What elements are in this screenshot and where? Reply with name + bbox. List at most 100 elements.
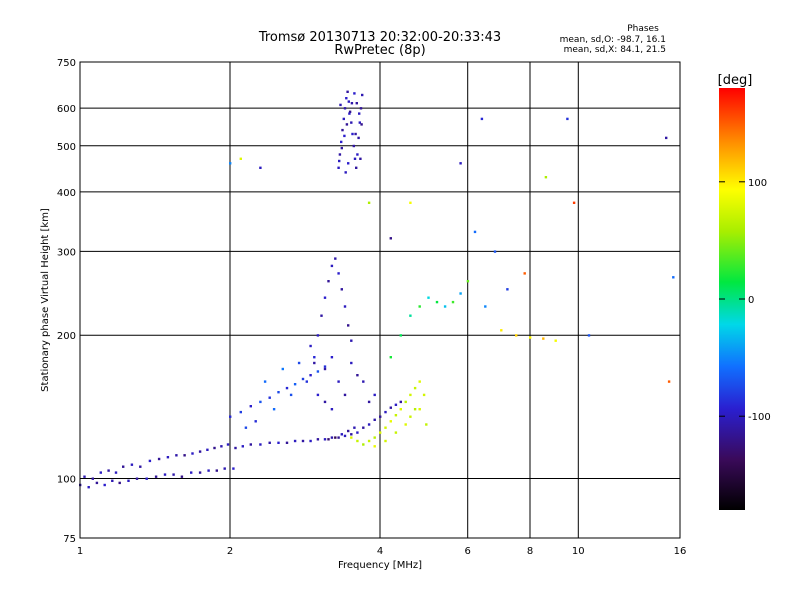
- data-point: [347, 324, 350, 327]
- data-point: [343, 434, 347, 438]
- data-point: [367, 439, 371, 443]
- data-point: [459, 162, 462, 165]
- data-point: [356, 153, 359, 156]
- data-point: [293, 439, 297, 443]
- data-point: [342, 117, 345, 121]
- data-point: [99, 471, 102, 474]
- data-point: [259, 443, 262, 446]
- data-point: [259, 400, 262, 404]
- data-point: [330, 264, 334, 268]
- data-point: [347, 100, 350, 103]
- data-point: [172, 473, 175, 476]
- plot-frame: [79, 61, 681, 539]
- data-point: [239, 157, 242, 160]
- data-point: [330, 408, 334, 411]
- data-point: [413, 408, 417, 411]
- data-point: [384, 439, 387, 443]
- data-point: [356, 431, 359, 434]
- data-point: [343, 393, 347, 397]
- data-point: [337, 436, 340, 439]
- x-tick-label: 6: [465, 546, 471, 557]
- data-point: [399, 334, 402, 337]
- data-point: [320, 314, 323, 317]
- data-point: [394, 403, 398, 406]
- data-point: [191, 452, 194, 455]
- data-point: [346, 90, 349, 93]
- data-point: [362, 443, 365, 446]
- data-point: [373, 445, 376, 448]
- data-point: [350, 433, 353, 436]
- data-point: [289, 393, 293, 397]
- data-point: [404, 423, 407, 426]
- colorbar-tick-label: 0: [748, 295, 754, 306]
- data-point: [418, 305, 421, 308]
- data-point: [409, 393, 412, 397]
- y-tick-label: 750: [57, 58, 76, 69]
- data-point: [345, 123, 349, 126]
- x-tick-label: 8: [527, 546, 533, 557]
- data-point: [323, 438, 327, 441]
- data-point: [309, 439, 312, 443]
- x-tick-label: 10: [572, 546, 585, 557]
- data-point: [183, 454, 186, 457]
- data-point: [316, 334, 320, 337]
- x-axis-label: Frequency [MHz]: [338, 560, 422, 571]
- data-point: [297, 361, 301, 365]
- data-point: [87, 486, 90, 489]
- data-point: [327, 280, 330, 283]
- data-point: [362, 426, 365, 429]
- data-point: [340, 288, 343, 291]
- data-points: [79, 90, 675, 489]
- data-point: [323, 365, 327, 368]
- data-point: [226, 443, 230, 446]
- data-point: [356, 374, 359, 377]
- data-point: [389, 356, 392, 359]
- data-point: [316, 393, 320, 397]
- data-point: [357, 136, 360, 140]
- data-point: [338, 159, 341, 163]
- data-point: [316, 370, 320, 373]
- data-point: [334, 257, 337, 260]
- data-point: [327, 438, 330, 441]
- data-point: [229, 415, 232, 418]
- data-point: [190, 471, 193, 474]
- data-point: [285, 386, 289, 390]
- data-point: [348, 110, 352, 113]
- data-point: [367, 201, 371, 204]
- data-point: [339, 103, 342, 107]
- data-point: [379, 431, 382, 434]
- data-point: [207, 469, 210, 472]
- data-point: [367, 400, 371, 404]
- data-point: [107, 469, 110, 472]
- data-point: [399, 400, 402, 404]
- data-point: [111, 479, 114, 482]
- colorbar-ticks: 100 0 -100: [719, 178, 771, 423]
- data-point: [347, 429, 350, 433]
- axis-ticks: 1 2 4 6 8 10 16 75 100 200 300 400 500 600 750: [57, 58, 686, 557]
- data-point: [352, 144, 355, 148]
- x-tick-label: 4: [377, 546, 383, 557]
- data-point: [268, 396, 271, 399]
- data-point: [198, 471, 202, 474]
- data-point: [356, 439, 359, 443]
- data-point: [272, 408, 276, 411]
- data-point: [334, 436, 337, 439]
- data-point: [353, 426, 356, 429]
- data-point: [323, 400, 327, 404]
- data-point: [309, 344, 312, 348]
- data-point: [148, 459, 152, 463]
- data-point: [353, 92, 356, 95]
- x-tick-label: 2: [227, 546, 233, 557]
- data-point: [362, 380, 365, 383]
- data-point: [343, 107, 347, 110]
- data-point: [379, 415, 382, 418]
- data-point: [305, 380, 308, 383]
- data-point: [340, 140, 343, 144]
- data-point: [451, 300, 455, 304]
- data-point: [343, 305, 347, 308]
- data-point: [135, 477, 139, 480]
- data-point: [373, 418, 376, 421]
- data-point: [215, 469, 218, 472]
- data-point: [480, 117, 484, 121]
- data-point: [422, 393, 426, 397]
